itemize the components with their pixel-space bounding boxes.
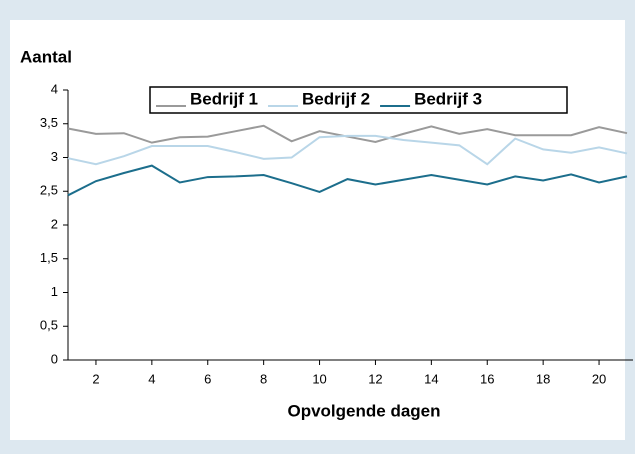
y-tick-label: 4 [51,81,58,96]
y-tick-label: 1,5 [40,250,58,265]
y-tick-label: 0 [51,351,58,366]
series-line [67,134,628,166]
legend-label: Bedrijf 3 [414,89,482,108]
x-tick-label: 4 [148,371,155,386]
x-tick-label: 2 [92,371,99,386]
x-tick-label: 20 [592,371,606,386]
legend-box [149,86,568,114]
x-tick-label: 6 [204,371,211,386]
y-tick-label: 2 [51,216,58,231]
y-tick-label: 3 [51,149,58,164]
legend-label: Bedrijf 1 [190,89,258,108]
x-tick-label: 16 [480,371,494,386]
x-tick-label: 18 [536,371,550,386]
y-tick-label: 2,5 [40,183,58,198]
series-line [67,164,628,197]
x-tick-label: 10 [312,371,326,386]
x-tick-label: 12 [368,371,382,386]
x-tick-label: 14 [424,371,438,386]
x-axis-title: Opvolgende dagen [287,401,440,420]
legend-label: Bedrijf 2 [302,89,370,108]
x-tick-label: 8 [260,371,267,386]
y-tick-label: 0,5 [40,318,58,333]
y-axis-title: Aantal [20,47,72,66]
y-tick-label: 1 [51,284,58,299]
y-tick-label: 3,5 [40,115,58,130]
